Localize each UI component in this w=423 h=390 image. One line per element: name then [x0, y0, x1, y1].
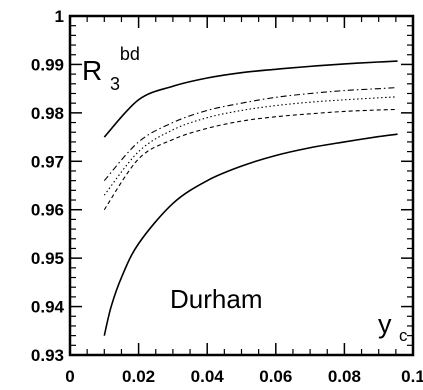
y-tick-label: 1 [55, 7, 64, 26]
x-axis-title-main: y [378, 309, 392, 339]
series-line-dotted-3 [104, 97, 396, 195]
y-tick-label: 0.97 [31, 152, 64, 171]
x-tick-label: 0.06 [259, 367, 292, 386]
y-tick-label: 0.94 [31, 298, 65, 317]
x-tick-label: 0 [65, 367, 74, 386]
y-axis-title-main: R [82, 55, 102, 86]
y-axis-title: R 3 bd [82, 44, 140, 96]
x-tick-label: 0.08 [328, 367, 361, 386]
y-tick-label: 0.98 [31, 104, 64, 123]
series-line-dashed-4 [104, 109, 396, 209]
y-tick-label: 0.99 [31, 55, 64, 74]
x-axis-title: y c [378, 309, 408, 345]
x-tick-label: 0.04 [191, 367, 225, 386]
series-line-dashdot-2 [104, 88, 396, 181]
y-axis-title-superscript: bd [120, 44, 140, 64]
y-tick-label: 0.95 [31, 249, 64, 268]
y-tick-label: 0.96 [31, 201, 64, 220]
y-tick-label: 0.93 [31, 346, 64, 365]
scheme-annotation: Durham [170, 284, 262, 314]
x-tick-label: 0.1 [401, 367, 423, 386]
y-axis-title-subscript: 3 [110, 74, 120, 94]
x-axis-title-subscript: c [399, 326, 408, 345]
x-tick-label: 0.02 [122, 367, 155, 386]
